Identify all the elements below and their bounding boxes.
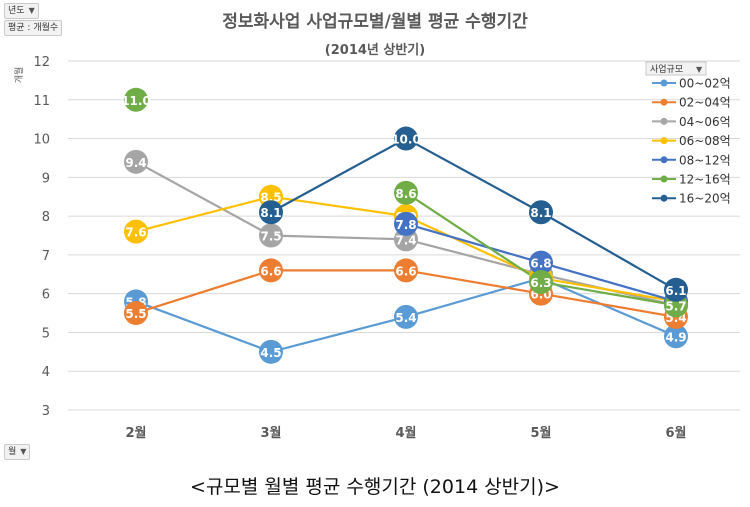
data-label: 5.7 — [665, 299, 686, 313]
series-markers: 11.0 8.6 6.3 5.7 — [121, 87, 688, 318]
legend-item-label: 02~04억 — [679, 96, 731, 110]
value-field-label: 평균 : 개월수 — [8, 23, 59, 33]
data-point-marker — [664, 277, 688, 302]
y-tick-label: 11 — [33, 94, 50, 109]
axis-field-button[interactable]: 월 ▼ — [4, 444, 31, 460]
legend-marker — [660, 79, 668, 87]
data-point-marker — [394, 126, 418, 151]
legend-item-label: 16~20억 — [679, 192, 731, 206]
data-point-marker — [664, 324, 688, 349]
data-label: 8.5 — [260, 191, 281, 205]
data-label: 8.1 — [530, 206, 551, 220]
x-tick-label: 3월 — [260, 425, 281, 441]
data-point-marker — [259, 339, 283, 364]
legend-marker — [660, 175, 668, 183]
series-markers: 8.1 10.0 8.1 6.1 — [259, 126, 688, 302]
legend-marker — [660, 156, 668, 164]
line-chart: 정보화사업 사업규모별/월별 평균 수행기간 (2014년 상반기) 개월 3 4… — [13, 12, 740, 441]
y-tick-label: 6 — [42, 288, 50, 303]
legend-marker — [660, 117, 668, 125]
y-tick-label: 8 — [42, 210, 50, 225]
x-axis-ticks: 2월 3월 4월 5월 6월 — [125, 425, 686, 441]
funnel-icon: ▼ — [28, 6, 35, 15]
data-label: 7.5 — [260, 230, 281, 244]
legend-item-label: 12~16억 — [679, 173, 731, 187]
data-point-marker — [394, 180, 418, 205]
year-filter-button[interactable]: 년도 ▼ — [4, 3, 39, 19]
legend-item-label: 08~12억 — [679, 153, 731, 167]
year-filter-label: 년도 — [8, 6, 25, 16]
legend-marker — [660, 137, 668, 145]
data-point-marker — [394, 258, 418, 283]
chart-subtitle: (2014년 상반기) — [325, 42, 425, 58]
data-label: 7.8 — [395, 218, 416, 232]
legend-marker — [660, 194, 668, 202]
value-field-button[interactable]: 평균 : 개월수 — [4, 20, 63, 36]
data-label: 10.0 — [391, 133, 421, 147]
funnel-icon: ▼ — [696, 65, 703, 74]
legend-marker — [660, 98, 668, 106]
legend-title-button[interactable] — [645, 61, 707, 76]
x-tick-label: 6월 — [665, 425, 686, 441]
legend-item-label: 04~06억 — [679, 115, 731, 129]
series-layer: 5.84.55.46.44.95.56.66.66.05.49.47.57.46… — [121, 87, 688, 364]
data-point-marker — [124, 219, 148, 244]
y-axis-ticks: 3 4 5 6 7 8 9 10 11 12 — [33, 55, 50, 419]
y-tick-label: 9 — [42, 171, 50, 186]
data-label: 7.6 — [125, 226, 146, 240]
data-label: 5.4 — [395, 311, 416, 325]
data-point-marker — [259, 258, 283, 283]
data-label: 8.6 — [395, 187, 416, 201]
y-tick-label: 7 — [42, 249, 50, 264]
data-point-marker — [259, 200, 283, 225]
legend-item-label: 00~02억 — [679, 77, 731, 91]
y-tick-label: 5 — [42, 326, 50, 341]
y-tick-label: 12 — [33, 55, 50, 70]
chart-frame: 년도 ▼ 평균 : 개월수 월 ▼ 정보화사업 사업규모별/월별 평균 수행기간 (… — [4, 3, 740, 460]
data-label: 6.3 — [530, 276, 551, 290]
data-point-marker — [124, 87, 148, 112]
data-point-marker — [529, 270, 553, 295]
y-axis-title: 개월 — [13, 67, 25, 84]
figure-caption: <규모별 월별 평균 수행기간 (2014 상반기)> — [190, 476, 560, 498]
data-point-marker — [394, 211, 418, 236]
data-label: 6.8 — [530, 257, 551, 271]
data-label: 11.0 — [121, 94, 151, 108]
data-label: 4.5 — [260, 346, 281, 360]
data-label: 9.4 — [125, 156, 146, 170]
y-tick-label: 3 — [42, 404, 50, 419]
legend-title: 사업규모 — [650, 64, 683, 75]
data-point-marker — [124, 149, 148, 174]
data-point-marker — [124, 301, 148, 326]
legend: 사업규모 ▼ 00~02억 02~04억 04~06억 06~08억 08~12억 12~… — [645, 61, 731, 206]
data-point-marker — [529, 200, 553, 225]
data-label: 4.9 — [665, 330, 686, 344]
data-point-marker — [394, 304, 418, 329]
legend-item-label: 06~08억 — [679, 134, 731, 148]
series-line-group — [270, 137, 677, 291]
data-label: 7.4 — [395, 233, 416, 247]
data-point-marker — [529, 250, 553, 275]
y-tick-label: 10 — [33, 133, 50, 148]
axis-field-label: 월 — [8, 447, 17, 457]
x-tick-label: 5월 — [530, 425, 551, 441]
data-label: 6.1 — [665, 284, 686, 298]
funnel-icon: ▼ — [20, 447, 27, 456]
data-point-marker — [259, 223, 283, 248]
series-line — [270, 137, 677, 291]
data-label: 6.6 — [395, 264, 416, 278]
x-tick-label: 2월 — [125, 425, 146, 441]
data-label: 8.1 — [260, 206, 281, 220]
data-label: 5.5 — [125, 307, 146, 321]
y-tick-label: 4 — [42, 365, 50, 380]
chart-title: 정보화사업 사업규모별/월별 평균 수행기간 — [222, 12, 528, 32]
x-tick-label: 4월 — [395, 425, 416, 441]
data-label: 6.6 — [260, 264, 281, 278]
